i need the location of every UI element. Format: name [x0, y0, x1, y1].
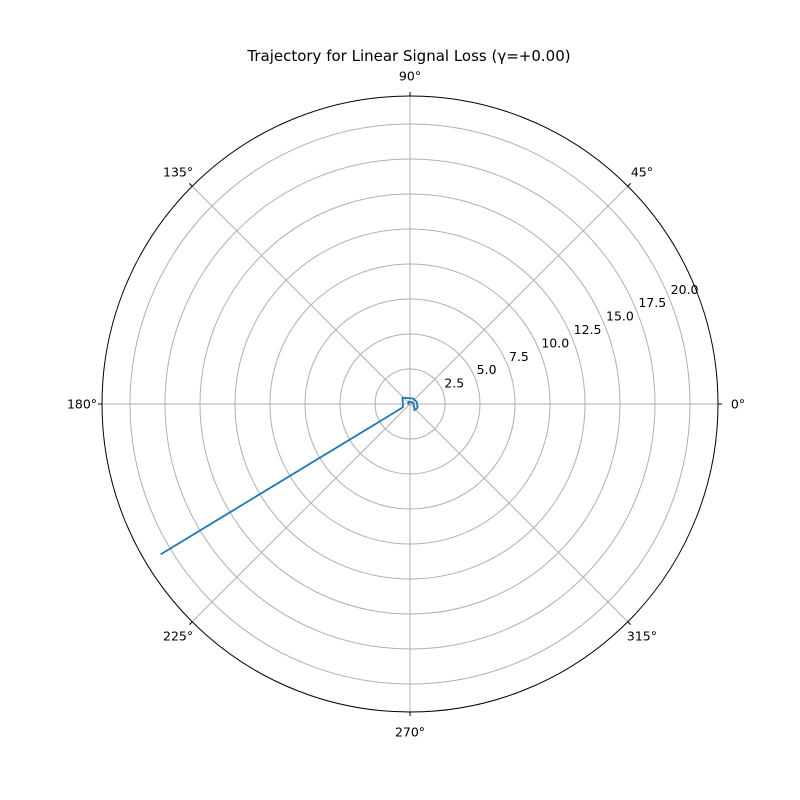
theta-tick-label-2: 90° [399, 69, 421, 84]
theta-gridline-7 [409, 403, 629, 623]
polar-frame [98, 92, 722, 716]
theta-tick-1 [627, 183, 631, 187]
theta-tick-label-4: 180° [67, 397, 97, 412]
theta-tick-label-3: 135° [163, 165, 193, 180]
theta-gridline-5 [191, 403, 411, 623]
theta-gridline-1 [409, 185, 629, 405]
theta-tick-3 [189, 183, 193, 187]
r-tick-label-4: 12.5 [574, 322, 602, 337]
theta-tick-label-5: 225° [163, 628, 193, 643]
theta-tick-label-0: 0° [731, 397, 745, 412]
r-tick-label-1: 5.0 [477, 362, 497, 377]
r-tick-label-6: 17.5 [638, 295, 666, 310]
theta-tick-label-6: 270° [395, 725, 425, 740]
r-tick-label-5: 15.0 [606, 309, 634, 324]
theta-tick-7 [627, 621, 631, 625]
r-tick-label-3: 10.0 [541, 335, 569, 350]
theta-tick-label-7: 315° [627, 628, 657, 643]
series-line-0 [160, 396, 419, 556]
theta-gridline-3 [191, 185, 411, 405]
r-tick-label-0: 2.5 [444, 376, 464, 391]
theta-tick-5 [189, 621, 193, 625]
tick-labels: 0° 45° 90° 135° 180° 225° 270° 315° 2.5 5.0 7.5 10.… [67, 69, 745, 740]
polar-grid [102, 96, 718, 712]
chart-title: Trajectory for Linear Signal Loss (γ=+0.… [246, 47, 570, 65]
r-tick-label-7: 20.0 [671, 282, 699, 297]
r-tick-label-2: 7.5 [509, 349, 529, 364]
series-layer [160, 396, 419, 556]
theta-tick-label-1: 45° [631, 165, 653, 180]
